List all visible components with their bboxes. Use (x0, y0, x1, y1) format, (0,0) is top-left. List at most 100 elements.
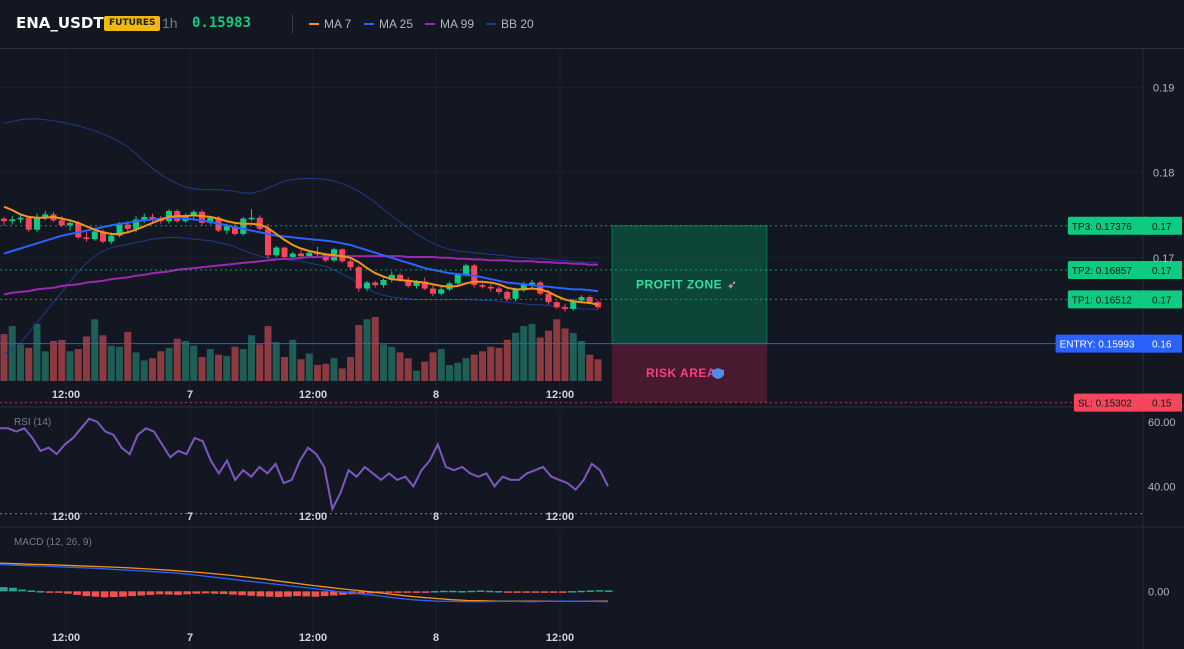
macd-histogram-bar (54, 591, 63, 593)
volume-bar (347, 357, 354, 381)
level-axis-tag (1144, 334, 1182, 353)
candle-body (578, 297, 585, 301)
volume-bar (248, 335, 255, 381)
macd-histogram-bar (155, 591, 164, 595)
volume-bar (17, 344, 24, 381)
candle-body (380, 279, 387, 286)
volume-bar (206, 349, 214, 381)
macd-histogram-bar (164, 591, 173, 595)
volume-bar (256, 344, 264, 381)
legend-ma25[interactable]: MA 25 (364, 17, 413, 31)
volume-bar (314, 365, 321, 381)
macd-histogram-bar (439, 590, 448, 593)
candle-body (42, 214, 49, 217)
candle-body (67, 222, 73, 226)
legend-ma99[interactable]: MA 99 (425, 17, 474, 31)
x-tick-label: 7 (187, 632, 193, 644)
level-axis-tag (1144, 261, 1182, 280)
volume-bar (272, 342, 280, 381)
symbol-label[interactable]: ENA_USDT (16, 14, 104, 32)
volume-bar (371, 317, 379, 381)
x-tick-label: 12:00 (546, 511, 574, 523)
macd-histogram-bar (467, 590, 476, 593)
ma7-line (3, 205, 599, 306)
macd-histogram-bar (201, 591, 210, 594)
candle-body (265, 228, 271, 256)
volume-bar (25, 347, 33, 381)
x-tick-label: 12:00 (52, 632, 80, 644)
candle-body (75, 222, 82, 238)
candle-body (100, 231, 106, 242)
chart-canvas[interactable]: PROFIT ZONE ➶RISK AREA TP3: 0.17376 0.17TP… (0, 49, 1184, 649)
macd-histogram-bar (183, 591, 191, 595)
macd-histogram-bar (100, 591, 109, 598)
volume-bar (487, 346, 495, 381)
legend-ma7[interactable]: MA 7 (309, 17, 351, 31)
macd-histogram-bar (577, 590, 586, 593)
candle-body (322, 254, 329, 261)
candle-body (298, 253, 304, 257)
volume-bar (594, 359, 602, 381)
risk-zone-label: RISK AREA (646, 366, 716, 380)
candle-body (438, 289, 445, 294)
volume-bar (198, 357, 206, 381)
candle-body (133, 219, 139, 229)
timeframe-label[interactable]: 1h (162, 15, 178, 31)
macd-histogram-bar (284, 591, 292, 597)
header-divider (292, 14, 293, 34)
volume-bar (223, 355, 231, 381)
volume-bar (99, 335, 107, 381)
macd-line (0, 563, 609, 603)
volume-bar (380, 344, 387, 381)
candle-body (430, 288, 436, 294)
x-tick-label: 12:00 (299, 389, 327, 401)
candle-body (199, 211, 205, 223)
candle-body (149, 216, 156, 220)
volume-bar (132, 352, 140, 381)
candle-body (413, 281, 420, 286)
legend-swatch (364, 23, 374, 25)
candle-body (124, 224, 131, 229)
macd-histogram-bar (73, 591, 81, 595)
volume-bar (91, 319, 99, 381)
volume-bar (157, 351, 165, 381)
macd-histogram-bar (513, 591, 521, 593)
last-price: 0.15983 (192, 15, 252, 31)
candle-body (388, 274, 395, 280)
volume-bar (462, 358, 470, 381)
volume-bar (396, 352, 404, 381)
volume-bar (363, 319, 371, 381)
rsi-tick-label: 60.00 (1148, 417, 1176, 429)
trade-levels: TP3: 0.17376 0.17 TP2: 0.16857 0.17 TP1: 0.1… (0, 216, 1182, 412)
macd-histogram-bar (219, 591, 228, 595)
macd-histogram-bar (531, 591, 540, 593)
volume-bar (50, 341, 57, 381)
volume-bar (83, 336, 90, 381)
level-axis-tag (1144, 290, 1182, 309)
moving-averages (3, 205, 599, 306)
legend-label: MA 7 (324, 17, 352, 31)
candle-body (306, 252, 313, 257)
candle-body (347, 261, 354, 268)
macd-histogram-bar (192, 591, 201, 594)
volume-bar (231, 346, 239, 381)
macd-histogram-bar (412, 591, 421, 593)
x-tick-label: 8 (433, 511, 439, 523)
candle-body (570, 300, 577, 309)
ma25-line (3, 216, 599, 293)
legend-label: BB 20 (501, 17, 534, 31)
volume-bar (124, 331, 132, 381)
macd-histogram-bar (45, 591, 54, 593)
candle-body (190, 211, 197, 217)
macd-histogram-bar (210, 591, 219, 594)
candle-body (141, 216, 148, 220)
ma99-line (3, 255, 598, 296)
candle-body (116, 224, 123, 236)
volume-bar (33, 323, 41, 381)
macd-histogram-bar (238, 591, 246, 596)
legend-bb20[interactable]: BB 20 (486, 17, 534, 31)
macd-histogram-bar (274, 591, 283, 597)
candle-body (17, 217, 24, 220)
bb-upper-line (3, 118, 599, 264)
candle-body (240, 218, 247, 234)
